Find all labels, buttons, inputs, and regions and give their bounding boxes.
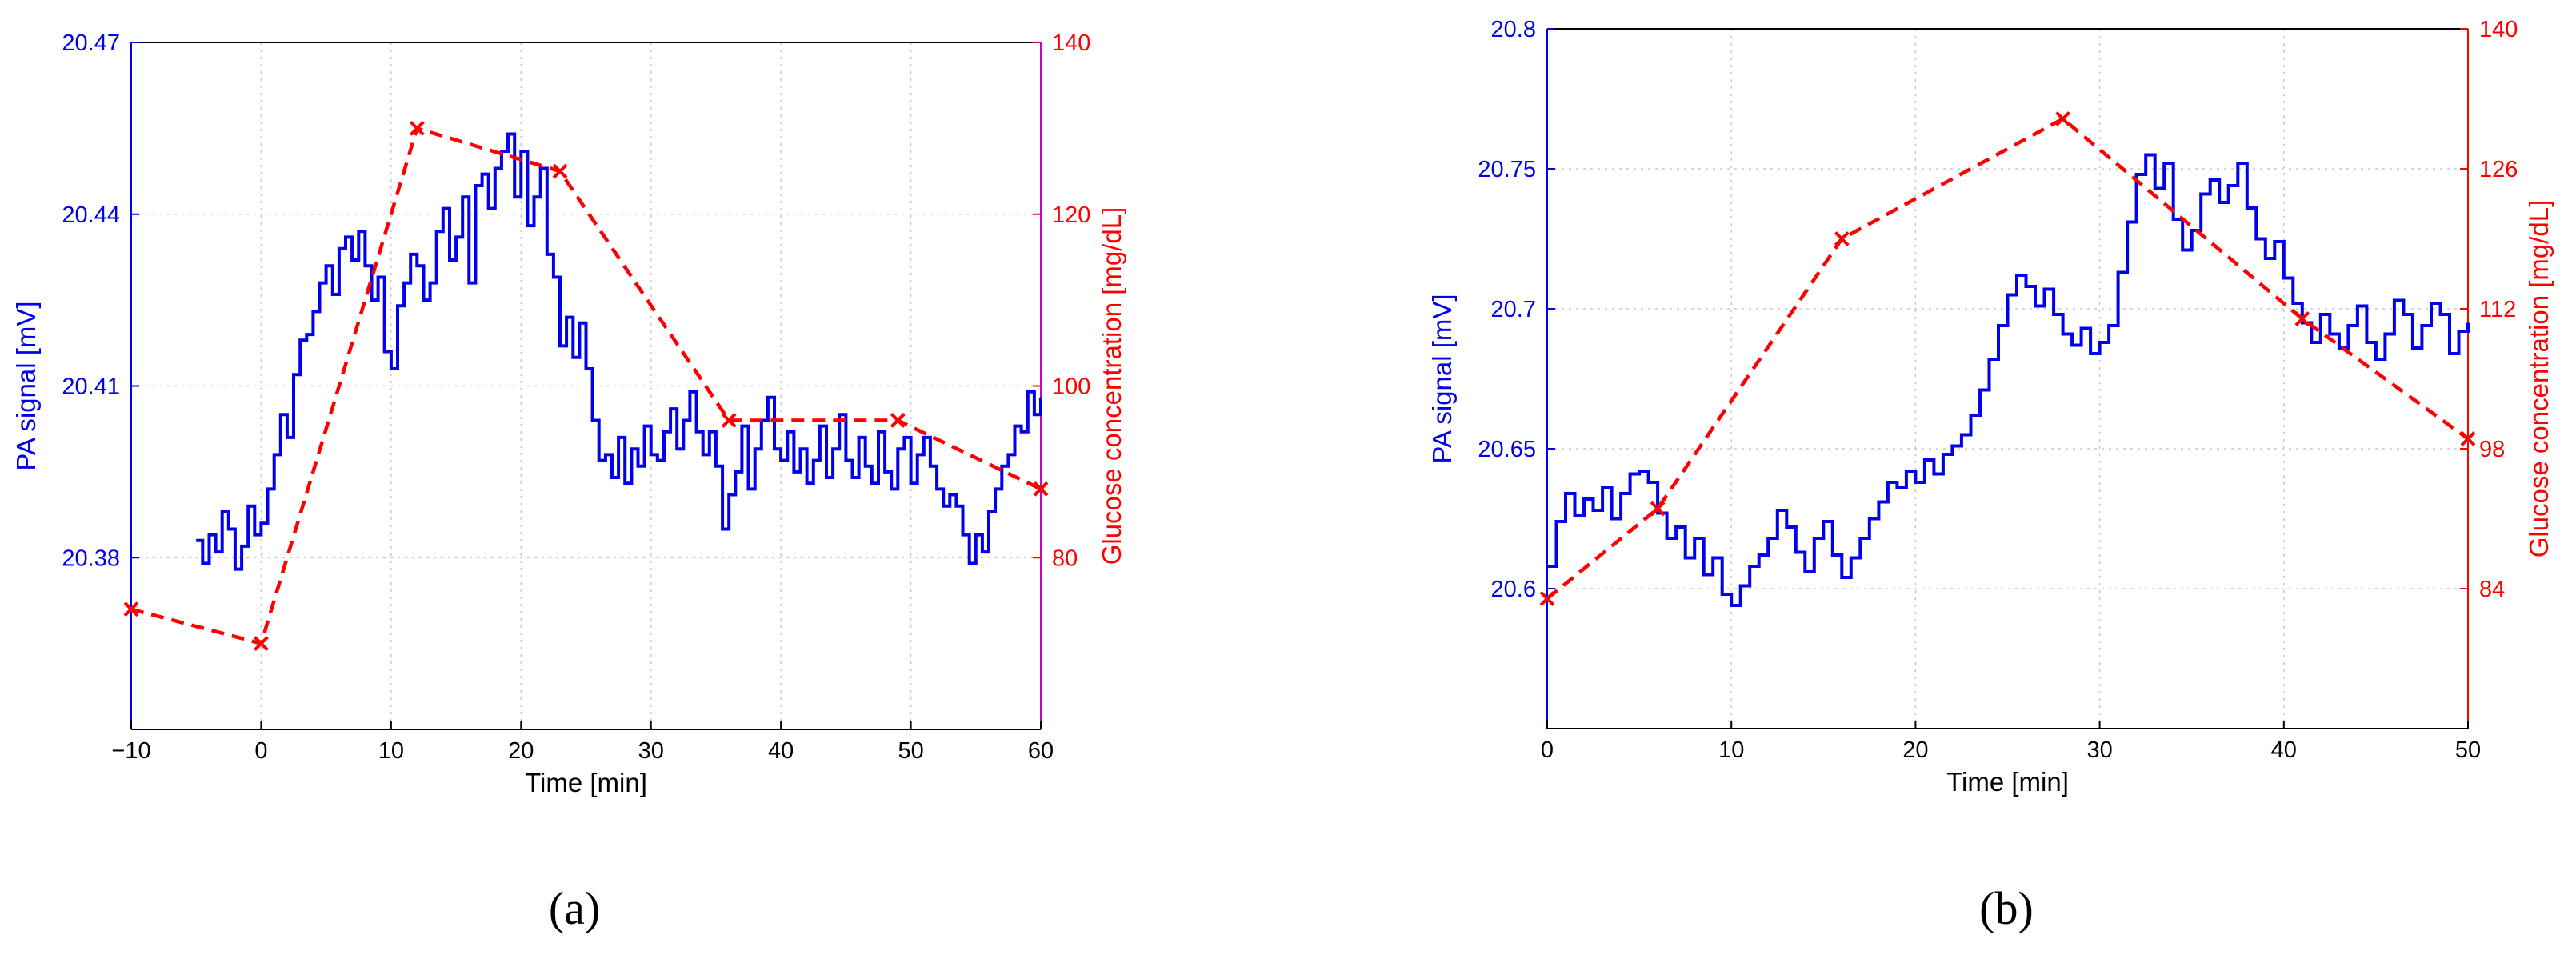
y-tick-label: 20.44 (62, 202, 120, 228)
x-tick-label: 10 (1718, 737, 1744, 763)
chart-panel-a: −10 0 10 20 30 40 50 60 20.38 20.41 20.44 20.47 80 10… (11, 30, 1126, 797)
caption-a: (a) (549, 882, 600, 934)
x-tick-label: 30 (2086, 737, 2112, 763)
glucose-marker (2460, 431, 2476, 446)
pa-signal-line (1547, 153, 2470, 607)
y-axis-title: PA signal [mV] (11, 301, 41, 470)
y2-tick-label: 126 (2479, 157, 2518, 182)
glucose-marker (254, 636, 269, 652)
x-tick-label: 30 (638, 738, 664, 764)
y-tick-label: 20.38 (62, 545, 120, 571)
x-tick-label: 40 (2271, 737, 2297, 763)
x-tick-label: 60 (1028, 738, 1054, 764)
y2-axis-title: Glucose concentration [mg/dL] (1097, 207, 1126, 565)
y-tick-label: 20.8 (1491, 17, 1536, 42)
glucose-marker (2055, 111, 2070, 126)
y-tick-label: 20.6 (1491, 577, 1536, 602)
y2-tick-label: 100 (1052, 374, 1090, 400)
pa-signal-line (196, 132, 1042, 571)
x-tick-label: 0 (1541, 737, 1554, 763)
x-tick-label: 10 (378, 738, 404, 764)
glucose-marker (1650, 501, 1666, 517)
y2-axis-title: Glucose concentration [mg/dL] (2524, 200, 2554, 558)
glucose-marker (1834, 231, 1850, 246)
y-tick-label: 20.75 (1478, 157, 1536, 182)
y2-tick-label: 84 (2479, 577, 2505, 602)
x-tick-label: 50 (2455, 737, 2481, 763)
y2-tick-label: 140 (1052, 30, 1090, 56)
glucose-marker (409, 120, 425, 136)
glucose-marker (1539, 591, 1555, 606)
y-tick-label: 20.65 (1478, 437, 1536, 462)
x-axis-title: Time [min] (525, 768, 647, 797)
y2-tick-label: 120 (1052, 202, 1090, 228)
glucose-marker (1033, 481, 1049, 497)
y-tick-label: 20.7 (1491, 297, 1536, 322)
glucose-marker (552, 163, 568, 179)
x-tick-label: 50 (898, 738, 923, 764)
glucose-marker (2294, 311, 2310, 326)
x-axis-title: Time [min] (1946, 767, 2069, 797)
y2-tick-label: 140 (2479, 17, 2518, 42)
x-tick-label: 20 (508, 738, 534, 764)
caption-b: (b) (1979, 882, 2034, 934)
glucose-marker (721, 413, 737, 428)
x-tick-label: 20 (1902, 737, 1928, 763)
glucose-marker (123, 601, 139, 617)
y-tick-label: 20.41 (62, 374, 120, 400)
x-tick-label: 40 (768, 738, 794, 764)
y2-tick-label: 98 (2479, 437, 2505, 462)
glucose-marker (890, 413, 906, 428)
x-tick-label: 0 (254, 738, 267, 764)
y-tick-label: 20.47 (62, 30, 120, 56)
glucose-line (1546, 116, 2470, 601)
y2-tick-label: 80 (1052, 545, 1078, 571)
x-tick-label: −10 (111, 738, 150, 764)
y-axis-title: PA signal [mV] (1427, 294, 1457, 463)
chart-panel-b: 0 10 20 30 40 50 20.6 20.65 20.7 20.75 20.8 84 98 112… (1427, 17, 2554, 797)
y2-tick-label: 112 (2479, 297, 2516, 322)
